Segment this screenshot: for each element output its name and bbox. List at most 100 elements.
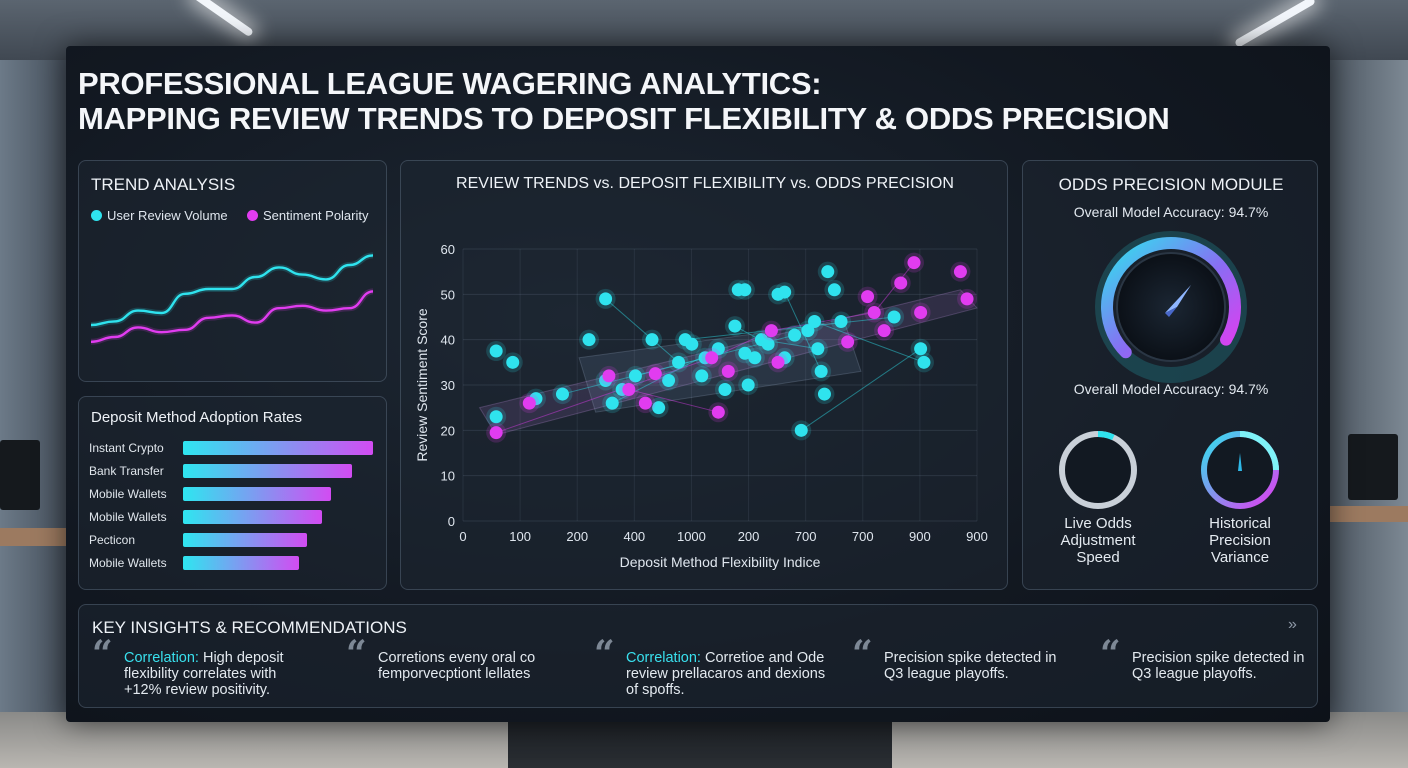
scatter-point-cyan [834, 315, 848, 329]
y-tick-label: 50 [441, 287, 455, 302]
scatter-connector [771, 311, 875, 332]
insight-text: Precision spike detected in Q3 league pl… [884, 650, 1057, 682]
scatter-point-cyan [778, 285, 792, 299]
legend-dot-magenta [247, 210, 258, 221]
background-monitor-right [1348, 434, 1398, 500]
scatter-connector [873, 262, 915, 313]
deposit-bar [183, 556, 299, 570]
scatter-point-magenta [602, 369, 616, 383]
deposit-bar-row: Pecticon [89, 533, 389, 547]
trend-series-line-review-volume [90, 254, 374, 327]
scatter-point-cyan [917, 355, 931, 369]
historical-precision-label: Historical Precision Variance [1209, 515, 1271, 566]
deposit-bar [183, 487, 332, 501]
scatter-point-magenta [953, 265, 967, 279]
scatter-point-magenta [638, 396, 652, 410]
x-axis-label: Deposit Method Flexibility Indice [620, 554, 821, 570]
scatter-point-cyan [628, 369, 642, 383]
insight-highlight: Correlation: [124, 650, 199, 666]
scatter-point-magenta [522, 396, 536, 410]
insight-text: Corretions eveny oral co femporvecptiont… [378, 650, 536, 682]
scatter-point-magenta [861, 290, 875, 304]
scatter-point-cyan [741, 378, 755, 392]
x-tick-label: 700 [795, 529, 817, 544]
scatter-point-cyan [652, 401, 666, 415]
deposit-bar-label: Mobile Wallets [89, 556, 167, 570]
main-accuracy-gauge [1095, 231, 1247, 383]
scatter-point-cyan [582, 333, 596, 347]
scatter-connector [814, 321, 925, 363]
dashboard-screen: PROFESSIONAL LEAGUE WAGERING ANALYTICS: … [66, 46, 1330, 722]
x-tick-label: 700 [852, 529, 874, 544]
deposit-bar-row: Mobile Wallets [89, 556, 389, 570]
scatter-point-cyan [599, 292, 613, 306]
scatter-point-cyan [685, 337, 699, 351]
scatter-point-magenta [622, 383, 636, 397]
deposit-bar-label: Bank Transfer [89, 464, 164, 478]
scatter-point-cyan [728, 319, 742, 333]
x-tick-label: 900 [909, 529, 931, 544]
deposit-bar [183, 533, 307, 547]
y-tick-label: 30 [441, 378, 455, 393]
scatter-point-cyan [794, 423, 808, 437]
deposit-bar [183, 441, 373, 455]
scatter-point-cyan [506, 355, 520, 369]
scatter-point-magenta [721, 364, 735, 378]
scatter-connector [685, 316, 895, 341]
insight-item: “ Correlation: High deposit flexibility c… [92, 636, 314, 698]
deposit-adoption-title: Deposit Method Adoption Rates [91, 409, 302, 426]
scatter-point-magenta [771, 355, 785, 369]
scatter-point-magenta [705, 351, 719, 365]
trend-series-line-sentiment-polarity [90, 290, 374, 343]
deposit-bar-label: Mobile Wallets [89, 510, 167, 524]
scatter-point-cyan [605, 396, 619, 410]
deposit-bar-label: Mobile Wallets [89, 487, 167, 501]
scatter-point-magenta [867, 305, 881, 319]
deposit-bar-row: Instant Crypto [89, 441, 389, 455]
deposit-bar-row: Mobile Wallets [89, 487, 389, 501]
scatter-point-magenta [841, 335, 855, 349]
scatter-point-cyan [811, 342, 825, 356]
live-odds-gauge-track [1059, 431, 1137, 509]
y-tick-label: 0 [448, 514, 455, 529]
quote-icon: “ [92, 633, 113, 675]
deposit-adoption-panel: Deposit Method Adoption Rates Instant Cr… [78, 396, 387, 590]
legend-dot-cyan [91, 210, 102, 221]
deposit-bar [183, 510, 322, 524]
y-tick-label: 40 [441, 333, 455, 348]
scatter-point-cyan [555, 387, 569, 401]
scatter-point-cyan [489, 410, 503, 424]
deposit-bar-row: Bank Transfer [89, 464, 389, 478]
scatter-point-magenta [914, 305, 928, 319]
scatter-point-cyan [801, 324, 815, 338]
insight-highlight: Correlation: [626, 650, 701, 666]
scatter-point-cyan [718, 383, 732, 397]
scatter-point-cyan [914, 342, 928, 356]
legend-label-sentiment-polarity: Sentiment Polarity [263, 208, 369, 223]
scatter-point-cyan [887, 310, 901, 324]
scatter-point-magenta [894, 276, 908, 290]
scatter-point-cyan [808, 315, 822, 329]
insight-item: “ Precision spike detected in Q3 league p… [1100, 636, 1322, 682]
historical-gauge-needle [1238, 453, 1242, 471]
historical-gauge-fill [1239, 431, 1279, 471]
odds-precision-panel: ODDS PRECISION MODULE Overall Model Accu… [1022, 160, 1318, 590]
page-title: PROFESSIONAL LEAGUE WAGERING ANALYTICS: … [78, 66, 1318, 136]
scatter-point-cyan [662, 373, 676, 387]
y-axis-label: Review Sentiment Score [414, 308, 430, 462]
legend-label-user-review-volume: User Review Volume [107, 208, 228, 223]
scatter-point-cyan [814, 364, 828, 378]
scatter-panel: REVIEW TRENDS vs. DEPOSIT FLEXIBILITY vs… [400, 160, 1008, 590]
scatter-point-magenta [648, 367, 662, 381]
y-tick-label: 60 [441, 242, 455, 257]
chevron-double-right-icon[interactable]: » [1288, 616, 1297, 633]
scatter-point-magenta [764, 324, 778, 338]
x-tick-label: 400 [623, 529, 645, 544]
background-desk-left [0, 528, 66, 546]
scatter-connector [800, 348, 921, 431]
scatter-point-cyan [672, 355, 686, 369]
model-accuracy-top: Overall Model Accuracy: 94.7% [1073, 204, 1269, 220]
deposit-bar-row: Mobile Wallets [89, 510, 389, 524]
legend-user-review-volume: User Review Volume [91, 208, 228, 223]
scatter-connector [495, 357, 712, 434]
